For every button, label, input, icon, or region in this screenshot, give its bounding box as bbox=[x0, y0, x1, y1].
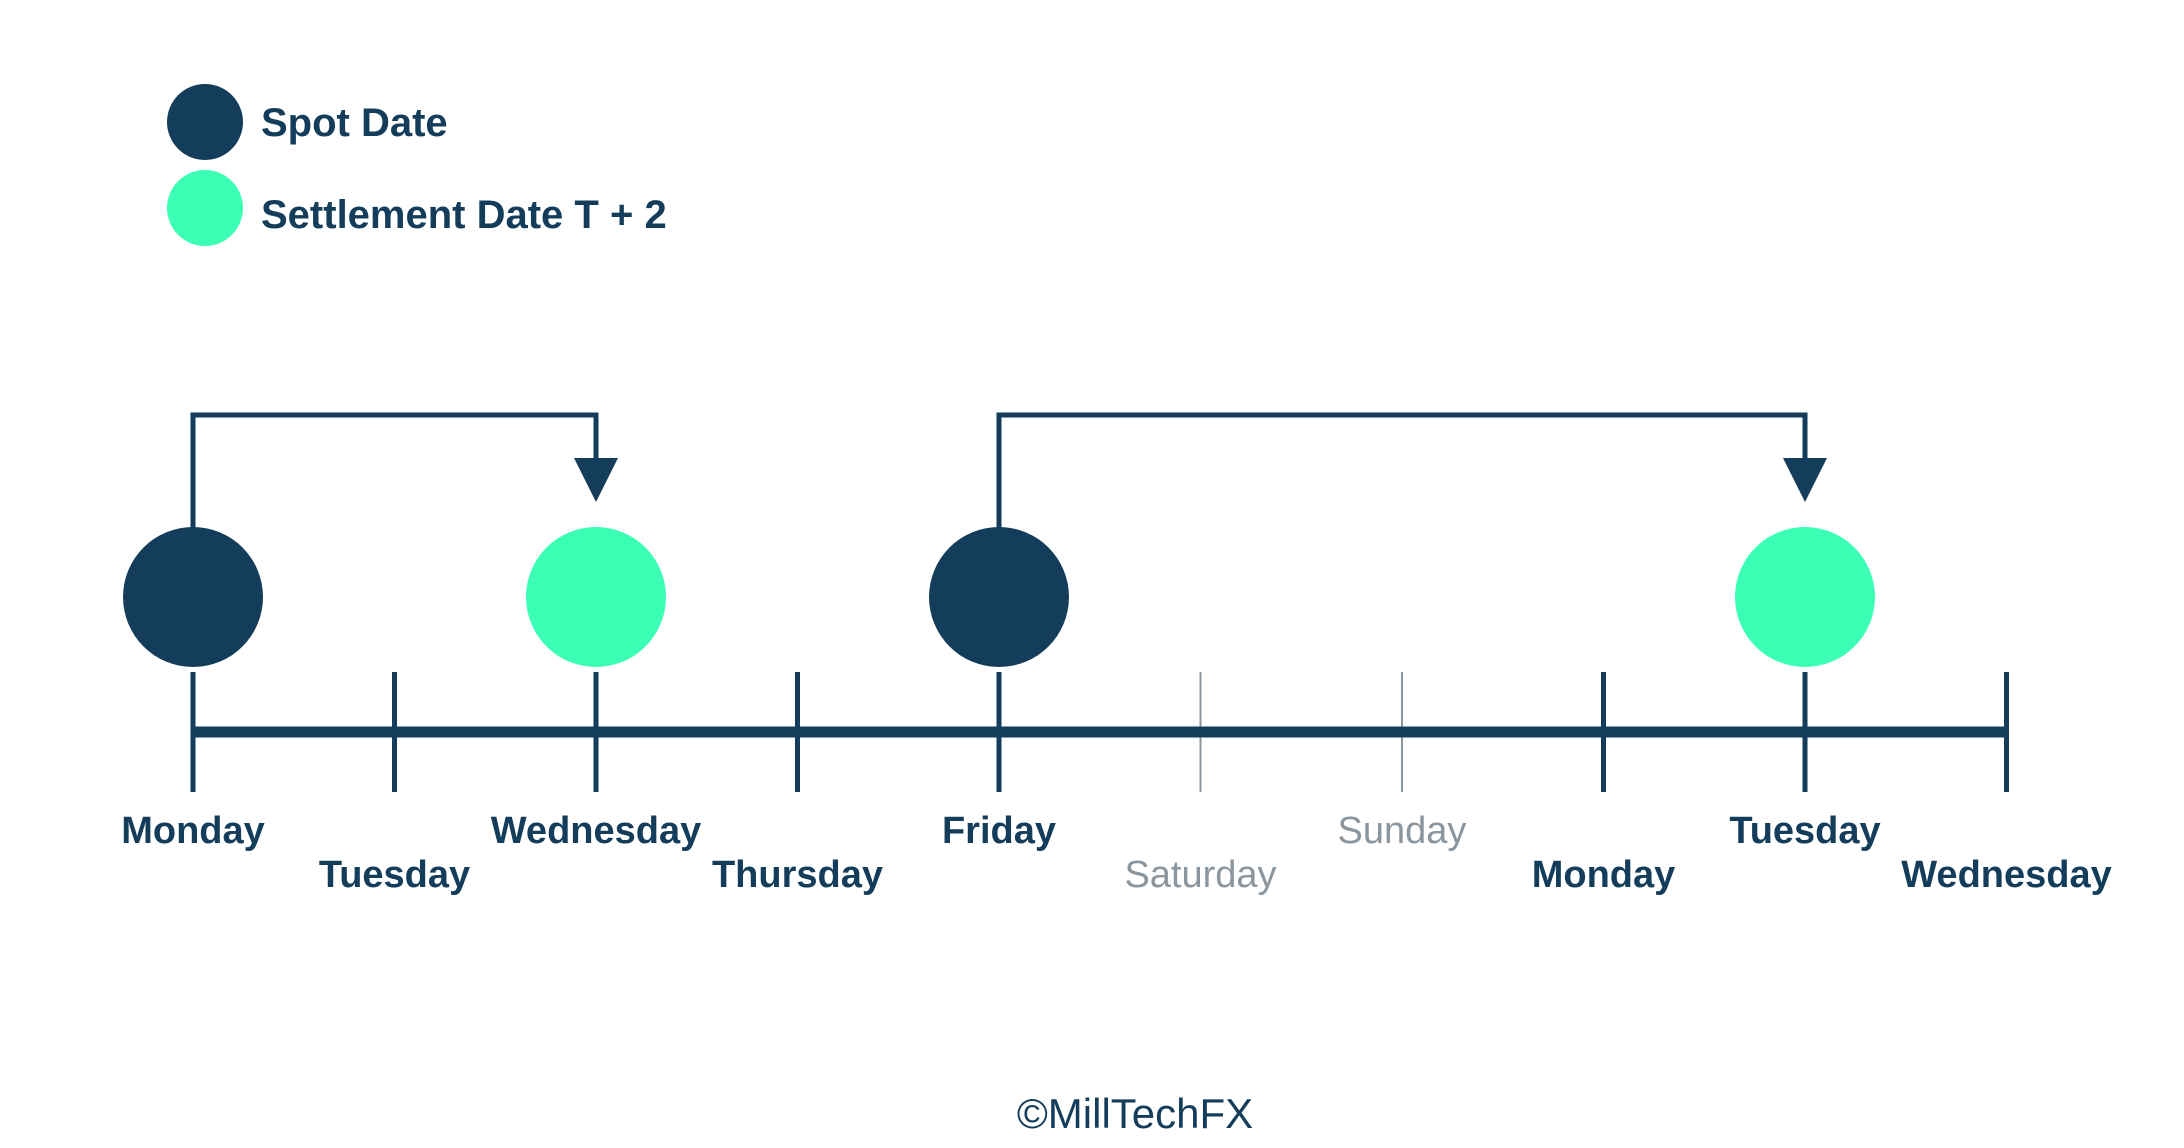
day-labels: Monday Tuesday Wednesday Thursday Friday Satu… bbox=[121, 810, 2112, 896]
legend-settlement-date-label: Settlement Date T + 2 bbox=[261, 193, 667, 237]
day-label: Tuesday bbox=[1729, 810, 1880, 852]
day-label: Wednesday bbox=[491, 810, 701, 852]
day-label: Friday bbox=[942, 810, 1056, 852]
legend-spot-date-label: Spot Date bbox=[261, 101, 448, 145]
arrowhead-icon bbox=[1783, 458, 1827, 502]
settlement-connector bbox=[190, 412, 599, 528]
day-label: Sunday bbox=[1338, 810, 1467, 852]
legend-settlement-date-marker bbox=[167, 170, 243, 246]
arrowhead-icon bbox=[574, 458, 618, 502]
day-label: Saturday bbox=[1124, 854, 1276, 896]
settlement-connector bbox=[996, 412, 1808, 528]
spot-date-marker bbox=[123, 527, 263, 667]
settlement-date-marker bbox=[526, 527, 666, 667]
day-label: Monday bbox=[1532, 854, 1676, 896]
day-label: Wednesday bbox=[1901, 854, 2111, 896]
spot-date-marker bbox=[929, 527, 1069, 667]
day-label: Thursday bbox=[712, 854, 883, 896]
date-markers bbox=[123, 527, 1875, 667]
settlement-date-marker bbox=[1735, 527, 1875, 667]
t-plus-2-arrows bbox=[190, 412, 1827, 528]
legend-spot-date-marker bbox=[167, 84, 243, 160]
day-label: Tuesday bbox=[319, 854, 470, 896]
legend: Spot Date Settlement Date T + 2 bbox=[167, 84, 667, 246]
copyright-footer: ©MillTechFX bbox=[1017, 1090, 1253, 1137]
day-label: Monday bbox=[121, 810, 265, 852]
